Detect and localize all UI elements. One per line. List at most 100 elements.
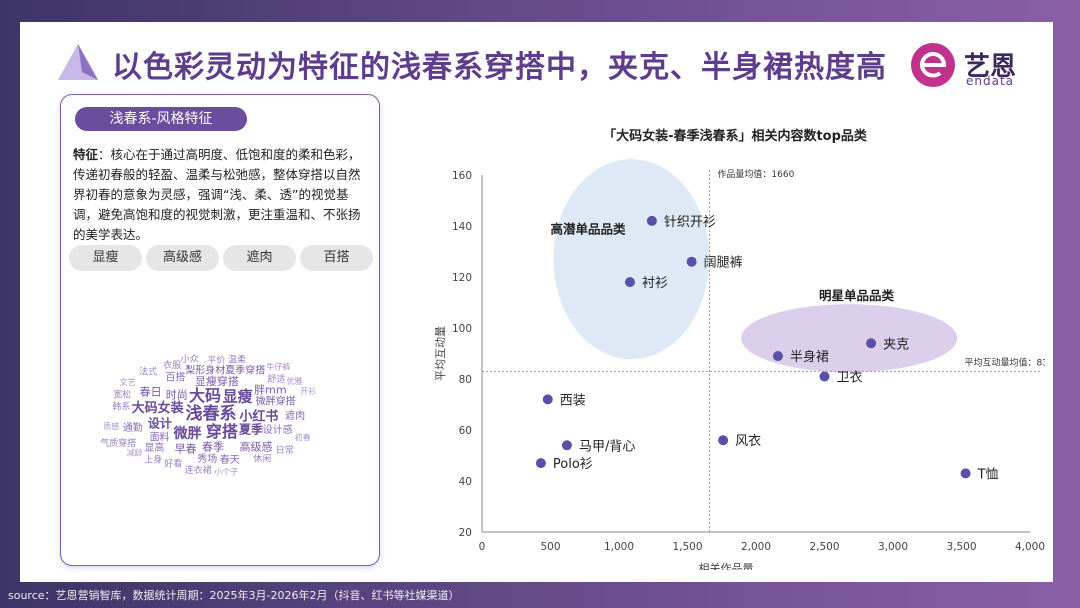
word-cloud-word: 小个子 (214, 467, 238, 476)
x-axis-label: 相关作品量 (699, 561, 754, 570)
x-mean-label: 作品量均值：1660 (717, 168, 794, 180)
desc-label: 特征 (73, 147, 99, 162)
data-point-label: T恤 (977, 467, 999, 482)
y-tick-label: 20 (459, 527, 472, 539)
word-cloud-word: 穿搭 (206, 422, 239, 441)
x-tick-label: 3,000 (878, 541, 908, 553)
card-tag: 浅春系-风格特征 (75, 107, 247, 131)
word-cloud-word: 牛仔裤 (266, 362, 290, 372)
logo-name: 艺恩 (964, 52, 1017, 82)
word-cloud-word: 好看 (164, 457, 182, 469)
data-point (646, 215, 657, 226)
word-cloud-word: 温柔 (228, 354, 246, 365)
word-cloud-word: 小众 (181, 354, 199, 365)
data-point-label: 卫衣 (837, 369, 863, 385)
y-mean-label: 平均互动量均值：83 (965, 356, 1045, 368)
data-point-label: 风衣 (735, 433, 761, 449)
word-cloud-word: 休闲 (253, 453, 271, 465)
data-point-label: 西装 (560, 393, 586, 408)
data-point (772, 351, 783, 362)
word-cloud-word: 显瘦 (223, 387, 253, 405)
desc-text: ：核心在于通过高明度、低饱和度的柔和色彩，传递初春般的轻盈、温柔与松弛感，整体穿… (73, 147, 361, 242)
word-cloud-word: 高级感 (240, 439, 273, 453)
y-tick-label: 140 (452, 221, 472, 233)
word-cloud-word: 早春 (175, 442, 197, 455)
word-cloud-word: 夏季 (239, 421, 264, 436)
word-cloud-word: 百搭 (165, 371, 185, 384)
word-cloud-word: 减龄 (127, 447, 143, 457)
word-cloud-word: 梨形身材夏季穿搭 (185, 363, 265, 376)
card-description: 特征：核心在于通过高明度、低饱和度的柔和色彩，传递初春般的轻盈、温柔与松弛感，整… (73, 145, 369, 245)
word-cloud-word: 上身 (144, 453, 162, 465)
data-point (624, 277, 635, 288)
y-tick-label: 160 (452, 170, 472, 182)
word-cloud-word: 时尚 (166, 387, 188, 401)
data-point (542, 394, 553, 405)
word-cloud-word: 大码 (189, 386, 221, 405)
data-point-label: 半身裙 (790, 349, 829, 365)
logo-sub: endata (966, 74, 1015, 88)
cluster-label-high-potential: 高潜单品品类 (551, 222, 627, 237)
word-cloud-word: 小红书 (239, 409, 278, 425)
data-point (819, 371, 830, 382)
word-cloud-word: 通勤 (123, 421, 143, 434)
word-cloud-word: 微胖穿搭 (256, 394, 296, 407)
triangle-icon (58, 44, 98, 80)
word-cloud-word: 胖mm (254, 383, 286, 396)
word-cloud-word: 初春 (295, 432, 311, 442)
y-axis-label: 平均互动量 (434, 326, 447, 381)
chip-cover: 遮肉 (223, 245, 296, 271)
y-tick-label: 100 (452, 323, 472, 335)
word-cloud-word: 韩系 (112, 400, 130, 412)
y-tick-label: 80 (459, 374, 472, 386)
word-cloud-word: 大码女装 (132, 400, 184, 416)
page-title: 以色彩灵动为特征的浅春系穿搭中，夹克、半身裙热度高 (112, 50, 887, 85)
word-cloud-word: 衣服 (163, 359, 181, 371)
word-cloud-word: 设计 (148, 415, 172, 430)
chip-slim: 显瘦 (69, 245, 142, 271)
word-cloud-word: 显高 (144, 441, 164, 454)
chip-row: 显瘦 高级感 遮肉 百搭 (69, 245, 373, 271)
data-point (960, 468, 971, 479)
x-tick-label: 1,500 (672, 541, 702, 553)
word-cloud-word: 面料 (150, 431, 170, 444)
word-cloud-word: 浅春系 (186, 403, 237, 424)
data-point (866, 338, 877, 349)
y-tick-label: 40 (459, 476, 472, 488)
word-cloud-word: 春季 (202, 440, 224, 453)
word-cloud-word: 开衫 (300, 386, 316, 396)
word-cloud-word: 平价 (207, 355, 225, 366)
x-tick-label: 2,000 (741, 541, 771, 553)
data-point-label: 针织开衫 (664, 215, 716, 230)
slide-panel: 以色彩灵动为特征的浅春系穿搭中，夹克、半身裙热度高 艺恩 endata 浅春系-… (20, 22, 1053, 582)
x-tick-label: 3,500 (946, 541, 976, 553)
word-cloud-word: 优雅 (287, 376, 303, 386)
word-cloud-word: 设计感 (263, 423, 293, 436)
cluster-label-star: 明星单品品类 (819, 288, 895, 303)
data-point-label: 夹克 (883, 337, 909, 352)
word-cloud-word: 气质穿搭 (100, 437, 136, 449)
word-cloud-word: 遮肉 (285, 409, 305, 422)
data-point (718, 435, 729, 446)
x-tick-label: 0 (479, 541, 486, 553)
data-point-label: 衬衫 (642, 276, 668, 291)
data-point-label: Polo衫 (553, 457, 593, 472)
data-point-label: 马甲/背心 (579, 439, 635, 454)
chart-title: 「大码女装-春季浅春系」相关内容数top品类 (603, 128, 868, 144)
chip-premium: 高级感 (146, 245, 219, 271)
word-cloud-word: 法式 (139, 366, 157, 378)
endata-logo-icon (911, 43, 955, 87)
source-note: source：艺恩营销智库，数据统计周期：2025年3月-2026年2月（抖音、… (8, 589, 460, 602)
y-tick-label: 60 (459, 425, 472, 437)
word-cloud-word: 微胖 (173, 425, 202, 442)
word-cloud-word: 显瘦穿搭 (195, 374, 239, 388)
x-tick-label: 2,500 (809, 541, 839, 553)
chip-versatile: 百搭 (300, 245, 373, 271)
data-point (535, 458, 546, 469)
data-point (561, 440, 572, 451)
x-tick-label: 4,000 (1015, 541, 1045, 553)
cluster-ellipse-high-potential (553, 159, 710, 360)
word-cloud-word: 春日 (140, 386, 162, 399)
